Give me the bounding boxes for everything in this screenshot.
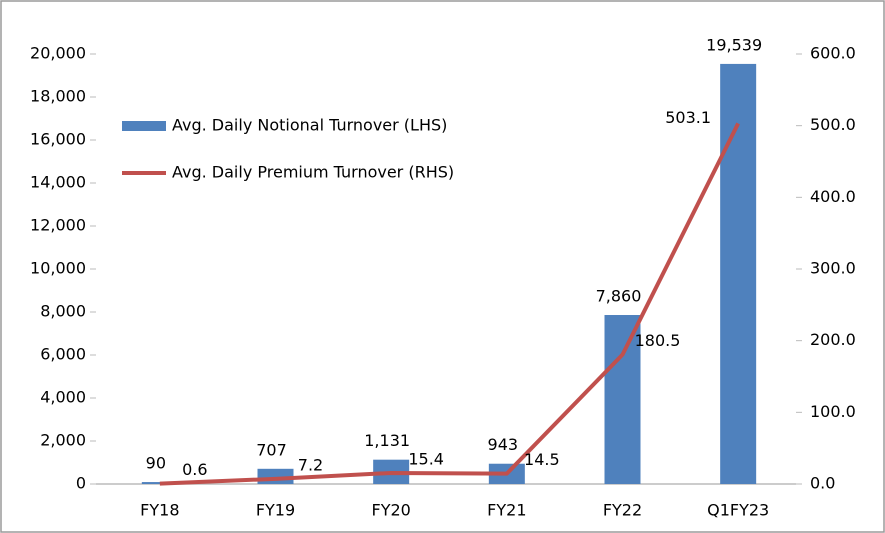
- y-tick-label: 14,000: [30, 173, 86, 192]
- bar-value-label: 707: [256, 440, 287, 459]
- y-tick-label: 8,000: [40, 302, 86, 321]
- bar: [720, 63, 757, 484]
- bar-value-label: 943: [488, 435, 519, 454]
- line: [159, 122, 740, 486]
- x-tick-label: FY18: [140, 501, 179, 520]
- y-tick-label: 2,000: [40, 431, 86, 450]
- line-value-label: 14.5: [524, 450, 560, 469]
- bar-value-label: 90: [146, 454, 166, 473]
- line-value-label: 7.2: [298, 455, 323, 474]
- line-value-label: 180.5: [635, 331, 681, 350]
- line-value-label: 0.6: [182, 460, 207, 479]
- y-tick-label: 6,000: [40, 345, 86, 364]
- bar-value-label: 7,860: [596, 287, 642, 306]
- y-tick-label: 18,000: [30, 87, 86, 106]
- y2-tick-label: 400.0: [810, 187, 856, 206]
- y2-tick-label: 100.0: [810, 402, 856, 421]
- x-tick-label: FY20: [371, 501, 410, 520]
- x-tick-label: Q1FY23: [707, 501, 769, 520]
- legend-label: Avg. Daily Premium Turnover (RHS): [172, 163, 454, 182]
- bar-value-label: 1,131: [364, 431, 410, 450]
- y2-tick-label: 600.0: [810, 44, 856, 63]
- y-tick-label: 4,000: [40, 388, 86, 407]
- y-tick-label: 0: [76, 474, 86, 493]
- y-tick-label: 10,000: [30, 259, 86, 278]
- bar-value-label: 19,539: [706, 35, 762, 54]
- bar: [604, 315, 641, 484]
- y2-tick-label: 200.0: [810, 330, 856, 349]
- y-tick-label: 16,000: [30, 130, 86, 149]
- x-tick-label: FY21: [487, 501, 526, 520]
- y-tick-label: 20,000: [30, 44, 86, 63]
- legend-label: Avg. Daily Notional Turnover (LHS): [172, 116, 447, 135]
- y-tick-label: 12,000: [30, 216, 86, 235]
- x-tick-label: FY22: [603, 501, 642, 520]
- line-value-label: 15.4: [408, 449, 444, 468]
- y2-tick-label: 300.0: [810, 259, 856, 278]
- x-tick-label: FY19: [256, 501, 295, 520]
- y2-tick-label: 0.0: [810, 474, 835, 493]
- y2-tick-label: 500.0: [810, 115, 856, 134]
- line-value-label: 503.1: [665, 108, 711, 127]
- legend-swatch: [122, 121, 166, 131]
